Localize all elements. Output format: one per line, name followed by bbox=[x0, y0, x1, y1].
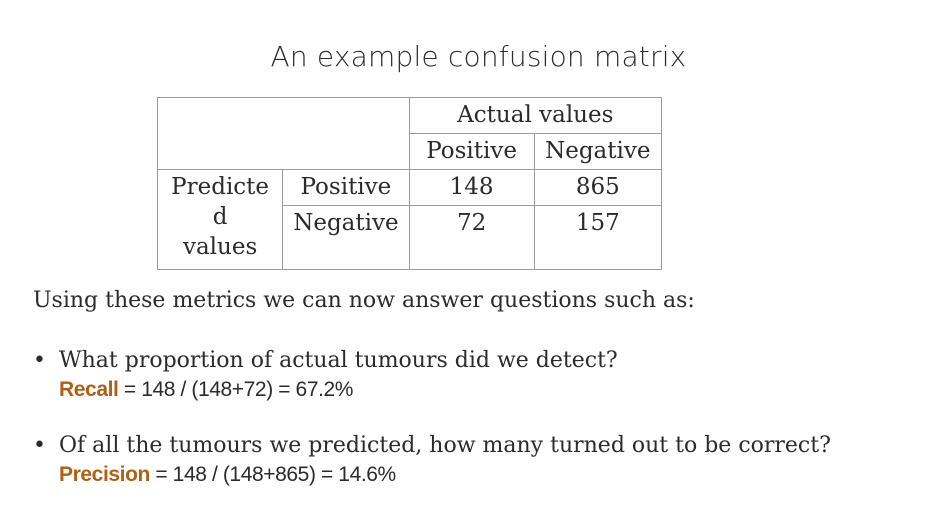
formula-text: = 148 / (148+865) = 14.6% bbox=[149, 463, 396, 486]
cell-false-positive: 865 bbox=[533, 169, 663, 206]
bullet-question: What proportion of actual tumours did we… bbox=[59, 348, 618, 373]
table-row: Positive Negative bbox=[156, 133, 663, 170]
empty-cell bbox=[282, 133, 410, 170]
confusion-matrix-table: Actual values Positive Negative Predicte… bbox=[156, 97, 663, 270]
table-row: Predicte d values Positive 148 865 bbox=[156, 169, 663, 270]
predicted-values-label: Predicte d values bbox=[156, 169, 284, 270]
col-header-negative: Negative bbox=[533, 133, 663, 170]
row-header-negative: Negative bbox=[282, 205, 410, 270]
actual-values-header: Actual values bbox=[408, 97, 663, 134]
predicted-label-line: Predicte bbox=[171, 174, 270, 200]
slide-title: An example confusion matrix bbox=[270, 40, 687, 73]
empty-cell bbox=[156, 133, 283, 170]
bullet-dot-icon: • bbox=[33, 348, 46, 373]
bullet-question: Of all the tumours we predicted, how man… bbox=[59, 433, 831, 458]
table-row: Negative 72 157 bbox=[158, 205, 663, 270]
empty-cell bbox=[282, 97, 410, 134]
predicted-label-line: d bbox=[212, 204, 228, 230]
col-header-positive: Positive bbox=[408, 133, 535, 170]
row-header-positive: Positive bbox=[282, 169, 410, 206]
empty-cell bbox=[156, 97, 283, 134]
metric-name: Precision bbox=[59, 463, 150, 486]
formula-text: = 148 / (148+72) = 67.2% bbox=[118, 378, 354, 401]
metric-name: Recall bbox=[59, 378, 119, 401]
bullet-dot-icon: • bbox=[33, 433, 46, 458]
table-row: Actual values bbox=[156, 97, 663, 134]
bullet-formula: Precision = 148 / (148+865) = 14.6% bbox=[59, 463, 396, 487]
cell-false-negative: 72 bbox=[408, 205, 535, 270]
cell-true-negative: 157 bbox=[533, 205, 663, 270]
predicted-label-line: values bbox=[182, 234, 258, 260]
cell-true-positive: 148 bbox=[408, 169, 535, 206]
intro-text: Using these metrics we can now answer qu… bbox=[33, 288, 695, 313]
bullet-formula: Recall = 148 / (148+72) = 67.2% bbox=[59, 378, 353, 402]
